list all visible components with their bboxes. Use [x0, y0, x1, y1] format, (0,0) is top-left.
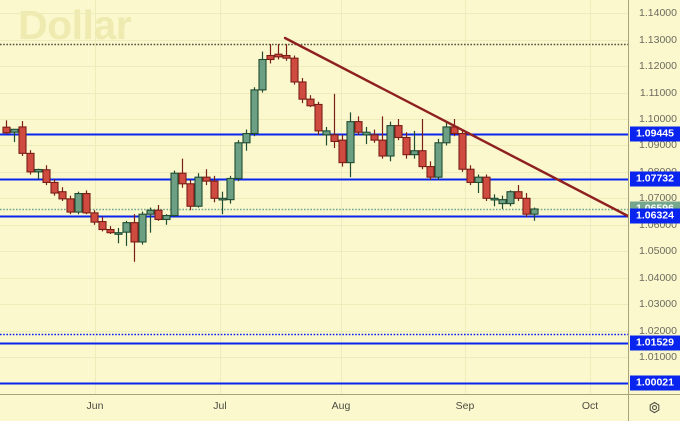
price-level-badge[interactable]: 1.00021 [630, 375, 680, 391]
time-axis-tick: Jul [213, 400, 227, 412]
price-level-badge[interactable]: 1.06324 [630, 208, 680, 224]
price-axis[interactable]: 1.14000 1.13000 1.12000 1.11000 1.10000 1.090… [628, 0, 680, 394]
price-axis-tick: 1.05000 [639, 245, 677, 258]
price-axis-tick: 1.11000 [639, 86, 677, 99]
price-axis-tick: 1.03000 [639, 298, 677, 311]
time-axis-tick: Oct [581, 400, 599, 412]
price-axis-tick: 1.04000 [639, 271, 677, 284]
price-axis-tick: 1.12000 [639, 60, 677, 73]
price-level-badge[interactable]: 1.01529 [630, 335, 680, 351]
price-axis-tick: 1.02000 [639, 324, 677, 337]
time-axis-tick: Jun [86, 400, 104, 412]
chart-settings-button[interactable] [628, 394, 680, 421]
time-axis[interactable]: Jun Jul Aug Sep Oct [0, 394, 628, 421]
price-axis-tick: 1.07000 [639, 192, 677, 205]
price-level-badge[interactable]: 1.07732 [630, 171, 680, 187]
time-axis-tick: Aug [331, 400, 351, 412]
price-axis-tick: 1.09000 [639, 139, 677, 152]
chart-plot-area[interactable]: Dollar [0, 0, 628, 394]
price-level-badge[interactable]: 1.09445 [630, 126, 680, 142]
price-axis-tick: 1.14000 [639, 7, 677, 20]
time-axis-tick: Sep [455, 400, 475, 412]
price-axis-tick: 1.01000 [639, 350, 677, 363]
candlestick-svg [0, 0, 628, 394]
price-axis-tick: 1.13000 [639, 33, 677, 46]
gear-icon [649, 401, 660, 413]
price-axis-tick: 1.10000 [639, 112, 677, 125]
